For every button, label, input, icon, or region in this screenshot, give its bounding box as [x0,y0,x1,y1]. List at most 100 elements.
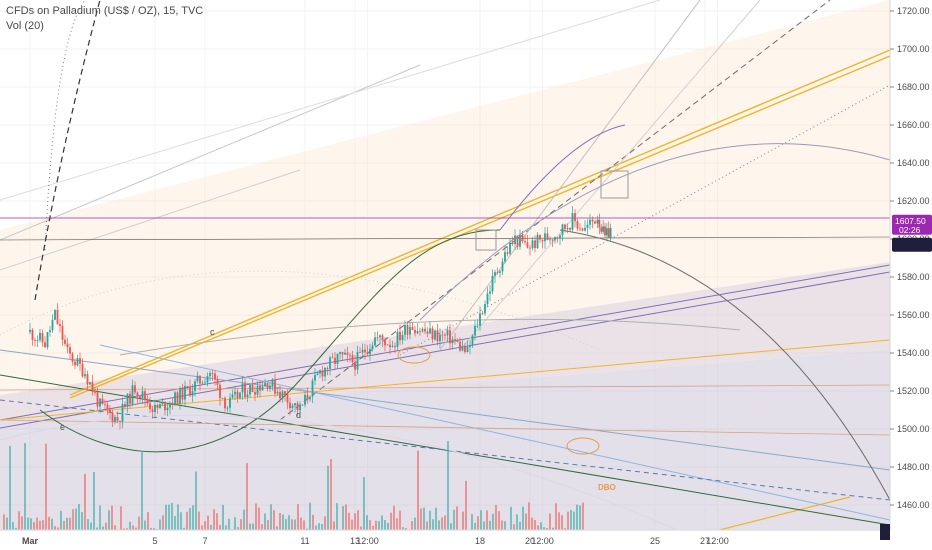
candle-body [126,393,129,407]
y-tick-label: 1640.00 [897,158,930,168]
candle-body [574,213,576,222]
price-axis-bg [890,0,932,550]
candle-body [602,226,605,232]
candle-body [566,227,569,230]
volume-bar [525,513,527,530]
candle-body [471,335,474,346]
candle-body [434,330,436,340]
candle-body [304,394,306,405]
volume-bar [258,507,260,530]
volume-bar [69,517,71,530]
candle-body [276,391,279,394]
candle-body [381,335,384,341]
candle-body [49,330,51,333]
volume-bar [222,504,224,530]
candle-body [99,398,101,407]
y-tick-label: 1460.00 [897,500,930,510]
x-tick-label: Mar [22,536,39,546]
candle-body [559,235,561,238]
volume-bar [228,518,230,530]
x-tick-label: 13 [350,536,360,546]
candle-body [476,325,479,327]
volume-bar [246,463,248,530]
candle-body [346,352,349,355]
candle-body [506,252,509,254]
symbol-title[interactable]: CFDs on Palladium (US$ / OZ), 15, TVC [6,5,204,17]
chart-legend: CFDs on Palladium (US$ / OZ), 15, TVC Vo… [6,4,203,34]
candle-body [556,237,559,238]
volume-bar [315,525,317,530]
band-orange [0,0,890,420]
candle-body [451,339,454,344]
volume-bar [168,504,170,530]
volume-bar [555,503,557,530]
candle-body [441,334,444,336]
candle-body [64,339,66,344]
candle-body [359,351,361,353]
volume-bar [81,512,83,530]
volume-bar [51,518,53,530]
candle-body [131,385,134,404]
volume-bar [9,446,11,530]
green-line [0,374,891,526]
volume-bar [378,521,380,530]
volume-bar [72,509,74,530]
candle-body [391,345,394,347]
time-axis-bg [0,530,932,550]
candle-body [254,392,256,395]
candle-body [169,402,171,408]
candle-body [406,324,409,335]
candle-body [356,351,359,370]
candle-body [106,404,109,410]
volume-bar [54,526,56,530]
candle-body [171,402,174,405]
annotation-label: e [60,422,65,432]
volume-bar [114,525,116,530]
candle-body [549,239,551,241]
volume-bar [516,514,518,530]
candle-body [309,396,311,400]
candle-series [29,206,612,430]
candle-body [31,329,34,341]
volume-bar [303,520,305,530]
x-tick-label: 27 [700,536,710,546]
candle-body [561,224,564,236]
volume-bar [24,443,26,530]
candle-body [541,239,544,242]
volume-bar [282,514,284,530]
volume-bar [384,519,386,530]
y-tick-label: 1500.00 [897,424,930,434]
volume-bar [579,505,581,530]
candle-body [156,405,159,409]
candle-body [249,384,251,395]
x-tick-label: 5 [152,536,157,546]
candle-body [119,421,121,422]
candle-body [56,309,59,325]
volume-indicator-label[interactable]: Vol (20) [6,20,44,32]
volume-bar [372,525,374,530]
scroll-right-button[interactable] [880,524,890,540]
candle-body [211,373,214,374]
volume-bar [312,514,314,530]
candle-body [609,227,612,238]
volume-bar [93,472,95,530]
volume-bar [105,522,107,530]
candle-body [161,401,164,405]
candle-body [76,358,79,366]
volume-bar [306,528,308,530]
secondary-price-badge [892,237,932,252]
candle-body [179,388,181,404]
candle-body [509,242,511,254]
volume-bar [348,512,350,530]
y-tick-label: 1620.00 [897,196,930,206]
volume-bar [36,517,38,530]
candle-body [481,313,484,315]
volume-bar [273,510,275,530]
candle-body [529,247,531,249]
volume-bar [234,517,236,530]
volume-bar [225,525,227,530]
candle-body [479,313,481,326]
orange-thin-1 [0,384,891,391]
candle-body [321,370,324,377]
